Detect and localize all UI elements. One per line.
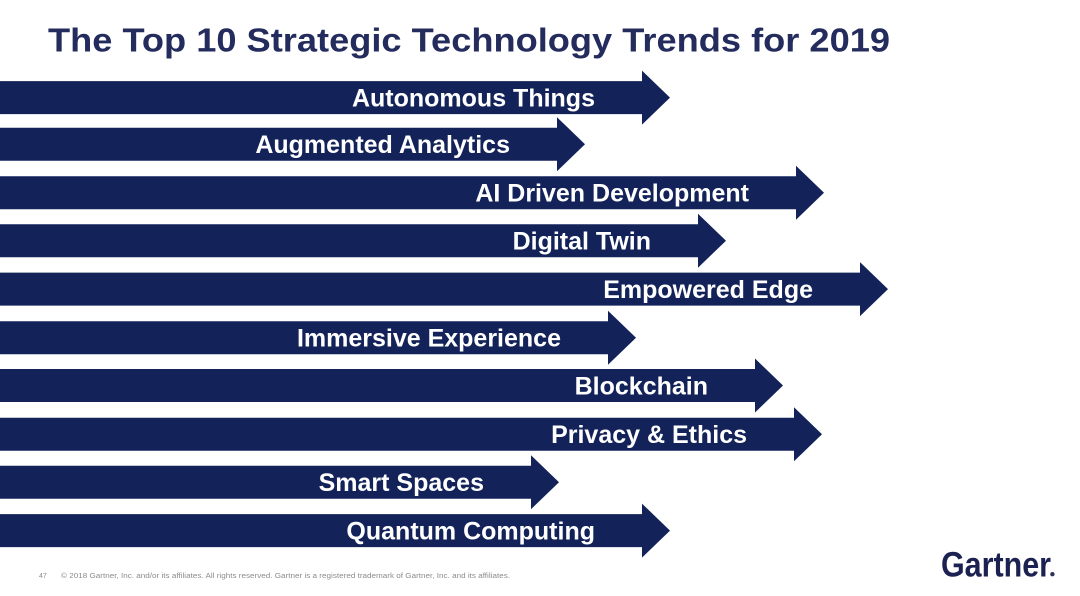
- svg-text:© 2018 Gartner, Inc. and/or it: © 2018 Gartner, Inc. and/or its affiliat…: [61, 572, 510, 580]
- svg-text:Privacy & Ethics: Privacy & Ethics: [551, 421, 747, 449]
- svg-text:AI Driven Development: AI Driven Development: [475, 180, 749, 208]
- svg-text:Smart Spaces: Smart Spaces: [319, 469, 484, 497]
- svg-text:47: 47: [39, 573, 47, 580]
- svg-text:Immersive Experience: Immersive Experience: [297, 325, 561, 353]
- svg-text:Gartner: Gartner: [941, 545, 1051, 584]
- svg-text:Digital Twin: Digital Twin: [513, 228, 651, 256]
- svg-text:The Top 10 Strategic Technolog: The Top 10 Strategic Technology Trends f…: [48, 22, 890, 59]
- svg-text:Augmented Analytics: Augmented Analytics: [255, 131, 510, 159]
- svg-text:Autonomous Things: Autonomous Things: [352, 85, 595, 113]
- svg-text:Empowered Edge: Empowered Edge: [603, 276, 813, 304]
- svg-text:Quantum Computing: Quantum Computing: [346, 518, 595, 546]
- svg-text:Blockchain: Blockchain: [575, 373, 708, 401]
